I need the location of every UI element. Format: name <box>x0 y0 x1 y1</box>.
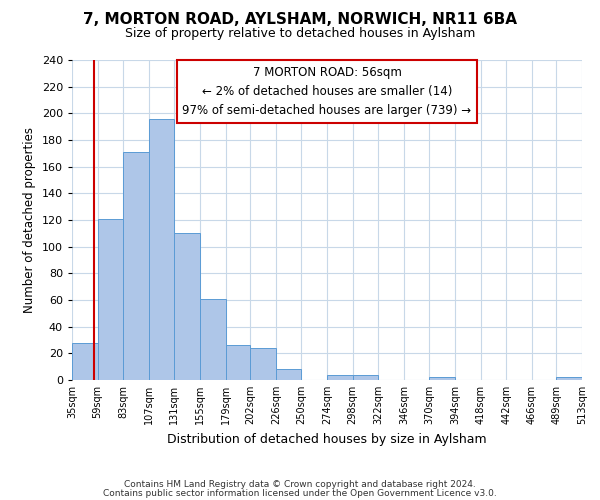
Bar <box>72 342 98 380</box>
Bar <box>353 374 378 380</box>
Text: Contains HM Land Registry data © Crown copyright and database right 2024.: Contains HM Land Registry data © Crown c… <box>124 480 476 489</box>
Bar <box>175 234 200 380</box>
Text: Size of property relative to detached houses in Aylsham: Size of property relative to detached ho… <box>125 28 475 40</box>
Y-axis label: Number of detached properties: Number of detached properties <box>23 127 36 313</box>
Bar <box>430 378 455 380</box>
Text: 7, MORTON ROAD, AYLSHAM, NORWICH, NR11 6BA: 7, MORTON ROAD, AYLSHAM, NORWICH, NR11 6… <box>83 12 517 28</box>
Bar <box>98 218 123 380</box>
X-axis label: Distribution of detached houses by size in Aylsham: Distribution of detached houses by size … <box>167 432 487 446</box>
Bar <box>276 370 301 380</box>
Bar <box>250 348 276 380</box>
Bar <box>149 118 175 380</box>
Bar <box>327 374 353 380</box>
Bar <box>200 298 226 380</box>
Bar <box>226 346 250 380</box>
Bar <box>556 378 582 380</box>
Text: Contains public sector information licensed under the Open Government Licence v3: Contains public sector information licen… <box>103 489 497 498</box>
Bar <box>123 152 149 380</box>
Text: 7 MORTON ROAD: 56sqm
← 2% of detached houses are smaller (14)
97% of semi-detach: 7 MORTON ROAD: 56sqm ← 2% of detached ho… <box>182 66 472 118</box>
